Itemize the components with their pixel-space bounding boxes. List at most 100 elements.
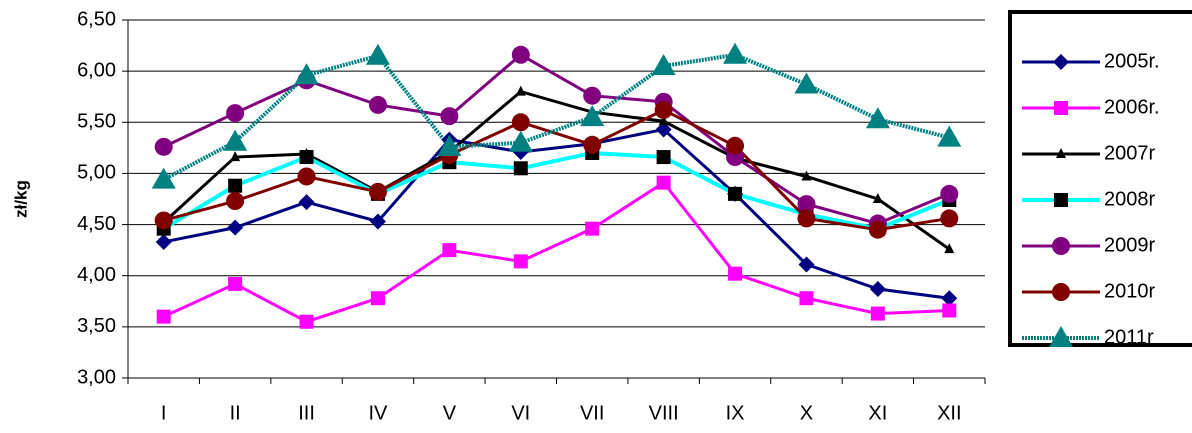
data-point — [728, 266, 743, 281]
data-point — [728, 186, 743, 201]
x-tick-label: IX — [726, 402, 745, 424]
data-point — [230, 151, 241, 162]
data-point — [154, 211, 173, 230]
data-point — [872, 193, 883, 203]
series-line — [162, 150, 951, 231]
data-point — [870, 306, 885, 321]
data-point — [655, 121, 672, 138]
legend-label: 2005r. — [1104, 50, 1160, 72]
data-point — [942, 303, 957, 318]
data-point — [369, 213, 386, 230]
data-point — [440, 107, 459, 126]
data-point — [370, 291, 385, 306]
y-tick-label: 5,50 — [77, 111, 116, 133]
data-point — [940, 184, 959, 203]
data-point — [654, 101, 673, 120]
data-point — [151, 167, 176, 189]
data-point — [723, 42, 748, 64]
legend-marker — [1054, 193, 1068, 207]
data-point — [513, 254, 528, 269]
data-point — [656, 150, 671, 165]
data-point — [511, 45, 530, 64]
y-tick-label: 5,00 — [77, 162, 116, 184]
data-point — [511, 113, 530, 132]
data-point — [797, 195, 816, 214]
y-tick-label: 4,50 — [77, 213, 116, 235]
data-point — [299, 150, 314, 165]
x-tick-label: V — [443, 402, 457, 424]
data-point — [865, 107, 890, 129]
legend-marker — [1056, 148, 1066, 158]
data-point — [585, 221, 600, 236]
data-point — [797, 209, 816, 228]
data-point — [228, 276, 243, 291]
data-point — [937, 125, 962, 147]
series-line — [163, 52, 950, 226]
data-point — [658, 115, 669, 126]
legend-label: 2008r — [1104, 188, 1155, 210]
data-point — [155, 233, 172, 250]
x-tick-label: XII — [937, 402, 961, 424]
x-tick-label: II — [230, 402, 241, 424]
y-tick-label: 4,00 — [77, 264, 116, 286]
x-tick-label: VI — [511, 402, 530, 424]
x-tick-label: IV — [369, 402, 389, 424]
x-tick-label: III — [298, 402, 315, 424]
data-point — [944, 243, 955, 254]
data-point — [798, 256, 815, 273]
y-tick-label: 6,00 — [77, 59, 116, 81]
legend-marker — [1052, 237, 1070, 255]
data-point — [226, 104, 245, 123]
data-point — [368, 95, 387, 114]
data-point — [226, 192, 245, 211]
data-point — [508, 130, 533, 152]
series-line — [163, 180, 950, 324]
data-point — [442, 243, 457, 258]
data-point — [156, 309, 171, 324]
data-point — [365, 43, 390, 65]
data-point — [794, 72, 819, 94]
y-tick-label: 3,50 — [77, 315, 116, 337]
data-point — [656, 175, 671, 190]
series-line — [163, 108, 950, 232]
legend-marker — [1054, 101, 1068, 115]
data-point — [868, 220, 887, 239]
data-point — [227, 219, 244, 236]
data-point — [223, 129, 248, 151]
x-tick-label: VII — [580, 402, 604, 424]
data-point — [869, 281, 886, 298]
legend-label: 2009r — [1104, 234, 1155, 256]
x-tick-label: XI — [868, 402, 887, 424]
data-point — [583, 135, 602, 154]
legend-label: 2006r. — [1104, 96, 1160, 118]
data-point — [583, 86, 602, 105]
data-point — [154, 137, 173, 156]
data-point — [437, 134, 462, 156]
data-point — [580, 105, 605, 127]
data-point — [799, 291, 814, 306]
y-tick-label: 6,50 — [77, 8, 116, 30]
legend-label: 2007r — [1104, 142, 1155, 164]
data-point — [651, 54, 676, 76]
data-point — [368, 182, 387, 201]
data-point — [941, 290, 958, 307]
data-point — [515, 85, 526, 96]
legend-marker — [1049, 326, 1073, 347]
data-point — [298, 194, 315, 211]
y-tick-label: 3,00 — [77, 366, 116, 388]
data-point — [297, 167, 316, 186]
data-point — [294, 63, 319, 85]
x-tick-label: VIII — [649, 402, 679, 424]
y-axis-label: zł/kg — [11, 180, 30, 218]
legend-label: 2011r — [1104, 326, 1154, 348]
series-line — [162, 89, 951, 251]
legend-marker — [1052, 283, 1070, 301]
data-point — [940, 209, 959, 228]
data-point — [801, 170, 812, 181]
data-point — [299, 314, 314, 329]
x-tick-label: I — [161, 402, 167, 424]
data-point — [513, 161, 528, 176]
series-line — [163, 127, 950, 300]
legend-label: 2010r — [1104, 280, 1155, 302]
